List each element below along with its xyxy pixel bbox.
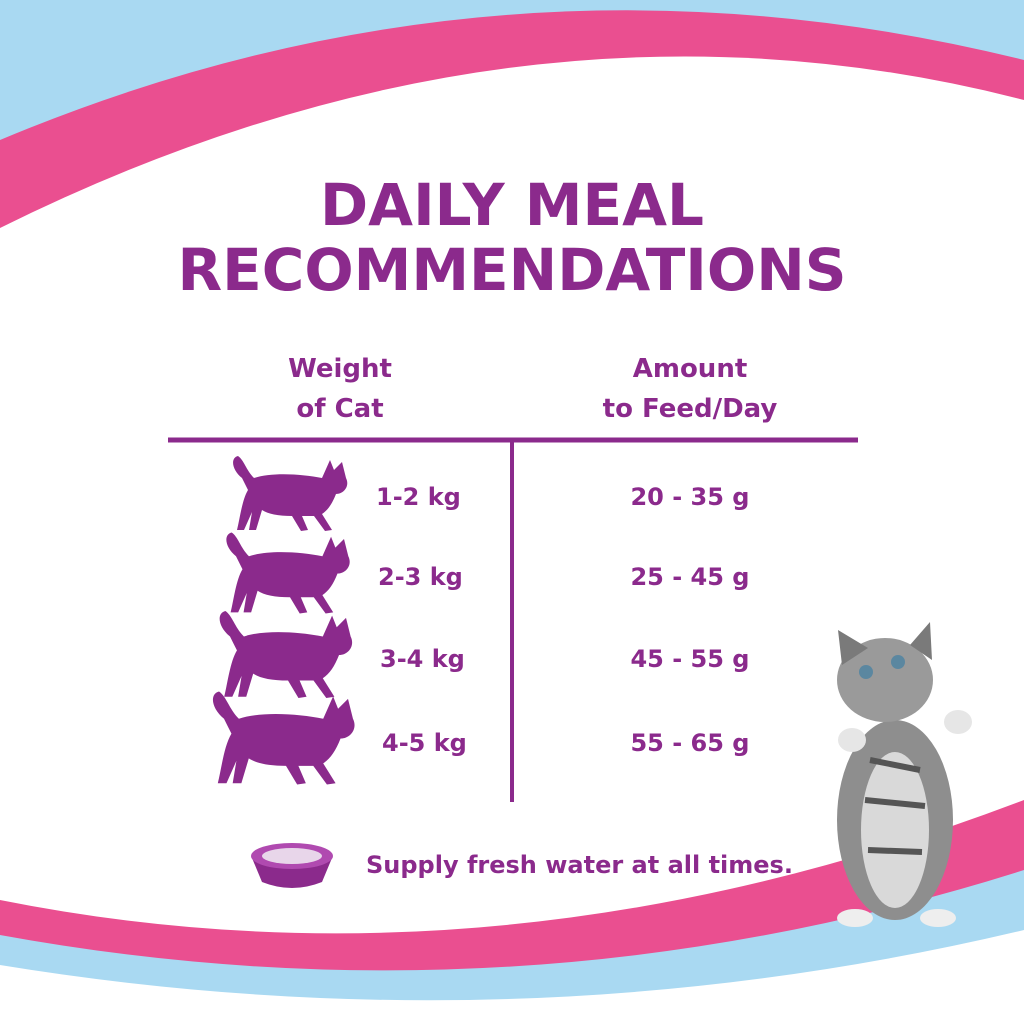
kitten-image [837,622,972,927]
weight-cell: 3-4 kg [380,645,465,673]
amount-cell: 25 - 45 g [630,563,749,591]
table-rows: 1-2 kg 20 - 35 g 2-3 kg 25 - 45 g 3-4 kg 45 -… [212,456,750,785]
title-line: RECOMMENDATIONS [177,236,846,304]
header: Weight [288,354,392,384]
title-line: DAILY MEAL [320,171,704,239]
amount-cell: 20 - 35 g [630,483,749,511]
amount-cell: 45 - 55 g [630,645,749,673]
amount-cell: 55 - 65 g [630,729,749,757]
header: of Cat [296,394,383,424]
weight-cell: 4-5 kg [382,729,467,757]
note: Supply fresh water at all times. [366,851,793,879]
bottom-white [0,930,1024,1024]
header: to Feed/Day [603,394,778,424]
header: Amount [633,354,748,384]
weight-cell: 2-3 kg [378,563,463,591]
weight-cell: 1-2 kg [376,483,461,511]
water-bowl-icon [251,843,333,888]
